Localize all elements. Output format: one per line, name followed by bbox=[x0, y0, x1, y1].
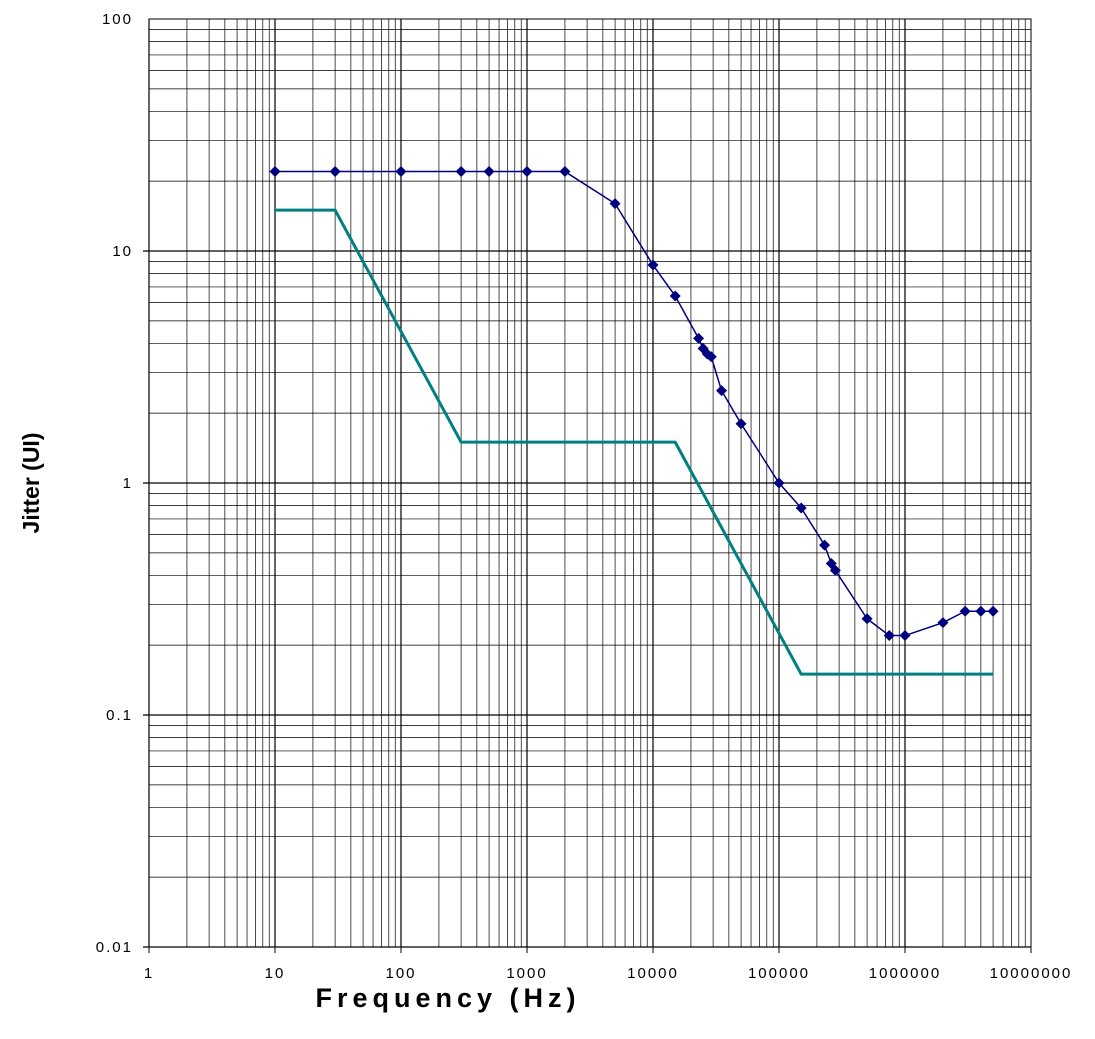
plot-area-frame bbox=[148, 18, 1032, 948]
y-tick-label: 0.01 bbox=[96, 939, 133, 956]
x-tick-label: 1 bbox=[144, 965, 154, 982]
series-1-point bbox=[975, 605, 987, 617]
series-1-point bbox=[829, 564, 841, 576]
series-1-point bbox=[559, 166, 571, 178]
series-1-point bbox=[521, 166, 533, 178]
series-1-line bbox=[275, 170, 994, 637]
series-1-point bbox=[395, 166, 407, 178]
y-axis-tick-labels: 0.01 0.1 1 10 100 bbox=[96, 11, 133, 956]
x-tick-label: 1000 bbox=[506, 965, 547, 982]
series-1-point bbox=[329, 166, 341, 178]
series-1-point bbox=[693, 332, 705, 344]
series-1-point bbox=[883, 630, 895, 642]
y-tick-label: 10 bbox=[112, 243, 133, 260]
series-1-point bbox=[647, 259, 659, 271]
series-1-point bbox=[861, 613, 873, 625]
series-1-point bbox=[669, 290, 681, 302]
series-1-point bbox=[937, 617, 949, 629]
series-1-point bbox=[716, 385, 728, 397]
series-1-point bbox=[987, 605, 999, 617]
series-1-point bbox=[825, 557, 837, 569]
series-1-point bbox=[773, 477, 785, 489]
y-tick-label: 1 bbox=[123, 475, 133, 492]
series-1-point bbox=[735, 418, 747, 430]
series-1-point bbox=[959, 605, 971, 617]
x-axis-title: Frequency (Hz) bbox=[315, 983, 580, 1013]
x-tick-label: 1000000 bbox=[869, 965, 941, 982]
y-axis-title: Jitter (UI) bbox=[18, 433, 44, 534]
series-layer bbox=[269, 166, 999, 676]
series-1-point bbox=[795, 502, 807, 514]
series-1-point bbox=[899, 630, 911, 642]
x-tick-label: 10000 bbox=[627, 965, 679, 982]
y-tick-label: 100 bbox=[102, 11, 133, 28]
x-tick-label: 100 bbox=[385, 965, 416, 982]
series-1-point bbox=[269, 166, 281, 178]
x-axis-tick-labels: 1 10 100 1000 10000 100000 1000000 10000000 bbox=[144, 965, 1073, 982]
y-tick-label: 0.1 bbox=[106, 707, 133, 724]
series-1-point bbox=[819, 539, 831, 551]
x-tick-label: 10000000 bbox=[990, 965, 1073, 982]
series-1-point bbox=[455, 166, 467, 178]
series-2-line bbox=[275, 208, 994, 676]
x-tick-label: 100000 bbox=[748, 965, 810, 982]
series-1-point bbox=[705, 351, 717, 363]
series-1-point bbox=[483, 166, 495, 178]
x-tick-label: 10 bbox=[265, 965, 286, 982]
series-1-point bbox=[609, 198, 621, 210]
